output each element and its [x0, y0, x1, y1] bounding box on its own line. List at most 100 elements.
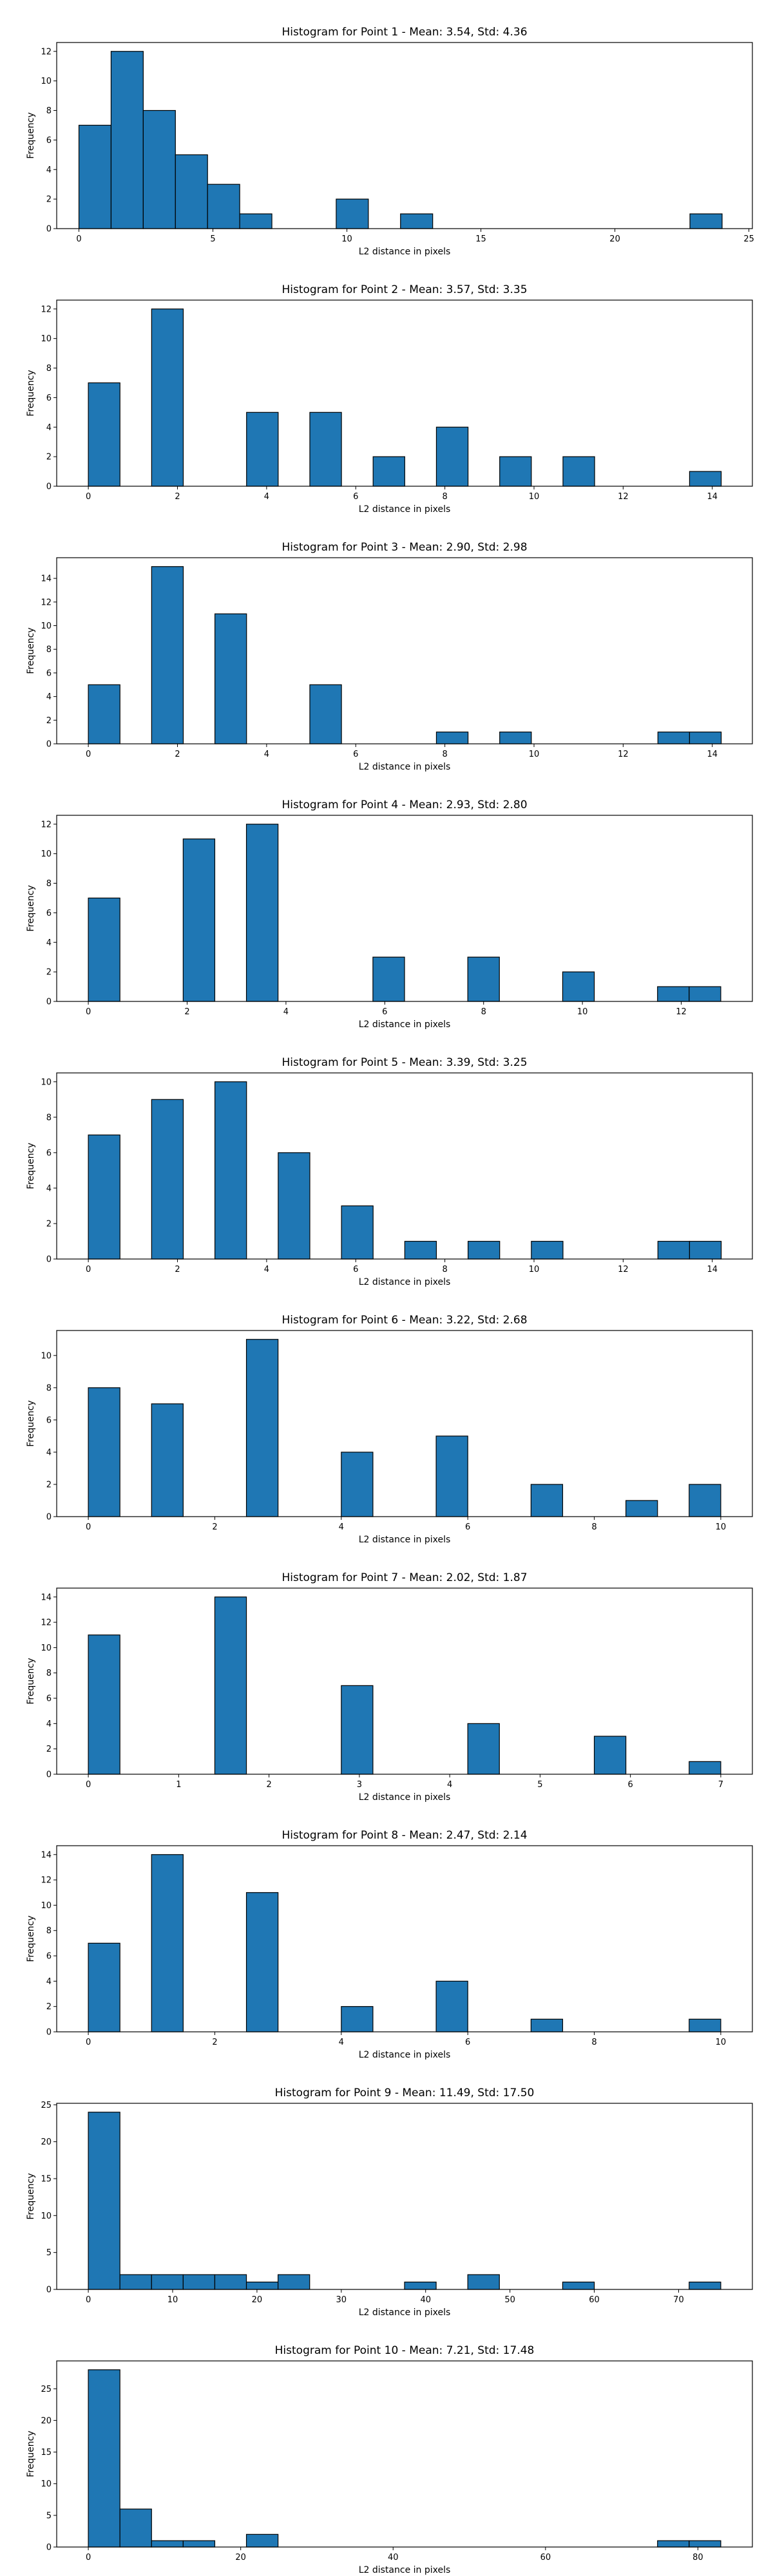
- histogram-bar: [151, 2274, 184, 2290]
- histogram-bar: [88, 897, 120, 1002]
- axes-frame: [56, 299, 753, 487]
- histogram-bar: [467, 1240, 501, 1260]
- x-tick-label: 10: [167, 2295, 178, 2305]
- histogram-bar: [435, 1980, 468, 2032]
- histogram-bar: [689, 2281, 721, 2290]
- histogram-bar: [435, 732, 469, 744]
- x-tick-label: 2: [212, 2038, 217, 2047]
- x-tick-label: 40: [420, 2295, 431, 2305]
- x-tick-label: 0: [86, 492, 91, 502]
- histogram-bar: [593, 1736, 627, 1775]
- histogram-bar: [215, 613, 247, 744]
- y-tick-label: 0: [46, 482, 52, 492]
- x-tick-label: 20: [235, 2553, 246, 2562]
- y-tick-label: 12: [41, 305, 52, 314]
- x-axis-label: L2 distance in pixels: [359, 247, 451, 257]
- x-axis-label: L2 distance in pixels: [359, 504, 451, 515]
- histogram-bar: [88, 684, 120, 744]
- x-tick-label: 40: [388, 2553, 399, 2562]
- histogram-bar: [336, 198, 369, 229]
- y-tick-label: 6: [46, 668, 52, 678]
- y-tick-label: 4: [46, 1448, 52, 1457]
- y-tick-label: 0: [46, 2028, 52, 2038]
- chart-title: Histogram for Point 9 - Mean: 11.49, Std…: [275, 2087, 535, 2099]
- axes-frame: [56, 1330, 753, 1517]
- x-tick-label: 2: [175, 750, 180, 759]
- histogram-bar: [689, 1240, 722, 1260]
- histogram-bar: [78, 124, 112, 229]
- y-tick-label: 20: [41, 2416, 52, 2426]
- histogram-bar: [88, 2112, 120, 2290]
- histogram-bar: [562, 2281, 595, 2290]
- y-tick-label: 10: [41, 1077, 52, 1087]
- histogram-bar: [689, 1484, 721, 1517]
- x-tick-label: 6: [465, 1522, 470, 1532]
- chart-title: Histogram for Point 10 - Mean: 7.21, Std…: [275, 2344, 535, 2357]
- y-axis-label: Frequency: [26, 885, 36, 931]
- histogram-bar: [400, 213, 434, 229]
- x-tick-label: 6: [353, 492, 358, 502]
- y-tick-label: 5: [46, 2511, 52, 2521]
- x-tick-label: 12: [676, 1007, 687, 1017]
- histogram-bar: [207, 184, 240, 229]
- x-tick-label: 15: [475, 234, 486, 244]
- x-tick-label: 7: [718, 1780, 723, 1790]
- y-tick-label: 4: [46, 1977, 52, 1987]
- y-tick-label: 0: [46, 2543, 52, 2553]
- y-tick-label: 10: [41, 77, 52, 86]
- y-tick-label: 10: [41, 1643, 52, 1653]
- histogram-bar: [689, 732, 722, 744]
- y-tick-label: 0: [46, 1513, 52, 1522]
- histogram-bar: [245, 2281, 279, 2290]
- x-tick-label: 20: [609, 234, 620, 244]
- histogram-bar: [404, 1240, 437, 1260]
- y-axis-label: Frequency: [26, 2430, 36, 2477]
- y-tick-label: 2: [46, 1480, 52, 1490]
- histogram-bar: [151, 1403, 184, 1517]
- histogram-bar: [531, 1240, 564, 1260]
- histogram-bar: [309, 684, 342, 744]
- y-tick-label: 25: [41, 2385, 52, 2394]
- y-tick-label: 2: [46, 195, 52, 205]
- histogram-bar: [467, 2274, 500, 2290]
- y-tick-label: 8: [46, 1926, 52, 1936]
- histogram-bar: [88, 1634, 120, 1775]
- x-tick-label: 80: [692, 2553, 703, 2562]
- histogram-bar: [151, 1854, 184, 2032]
- x-tick-label: 4: [264, 750, 269, 759]
- histogram-panel-5: Histogram for Point 5 - Mean: 3.39, Std:…: [26, 1056, 753, 1287]
- x-axis-label: L2 distance in pixels: [359, 1277, 451, 1287]
- histogram-bar: [689, 1761, 721, 1775]
- y-tick-label: 0: [46, 225, 52, 234]
- x-tick-label: 4: [339, 1522, 344, 1532]
- histogram-bar: [182, 838, 216, 1002]
- histogram-panel-7: Histogram for Point 7 - Mean: 2.02, Std:…: [26, 1571, 753, 1803]
- y-tick-label: 8: [46, 364, 52, 374]
- chart-title: Histogram for Point 7 - Mean: 2.02, Std:…: [282, 1571, 527, 1584]
- y-tick-label: 10: [41, 849, 52, 859]
- y-tick-label: 8: [46, 1669, 52, 1678]
- x-tick-label: 4: [339, 2038, 344, 2047]
- histogram-panel-4: Histogram for Point 4 - Mean: 2.93, Std:…: [26, 799, 753, 1030]
- x-tick-label: 10: [529, 750, 540, 759]
- chart-title: Histogram for Point 2 - Mean: 3.57, Std:…: [282, 283, 527, 296]
- y-axis-label: Frequency: [26, 1400, 36, 1446]
- histogram-bar: [689, 2018, 721, 2032]
- histogram-bar: [245, 824, 279, 1002]
- x-tick-label: 8: [442, 1265, 447, 1274]
- x-tick-label: 8: [591, 2038, 596, 2047]
- axes-frame: [56, 1845, 753, 2032]
- y-tick-label: 4: [46, 1184, 52, 1193]
- x-tick-label: 5: [537, 1780, 542, 1790]
- chart-title: Histogram for Point 3 - Mean: 2.90, Std:…: [282, 541, 527, 554]
- histogram-bar: [119, 2508, 152, 2548]
- y-axis-label: Frequency: [26, 112, 36, 158]
- chart-title: Histogram for Point 4 - Mean: 2.93, Std:…: [282, 799, 527, 811]
- x-tick-label: 10: [529, 492, 540, 502]
- y-tick-label: 10: [41, 2211, 52, 2221]
- y-tick-label: 0: [46, 2286, 52, 2295]
- x-tick-label: 60: [589, 2295, 600, 2305]
- histogram-bar: [278, 1152, 310, 1260]
- histogram-bar: [625, 1500, 658, 1517]
- histogram-bar: [530, 1484, 564, 1517]
